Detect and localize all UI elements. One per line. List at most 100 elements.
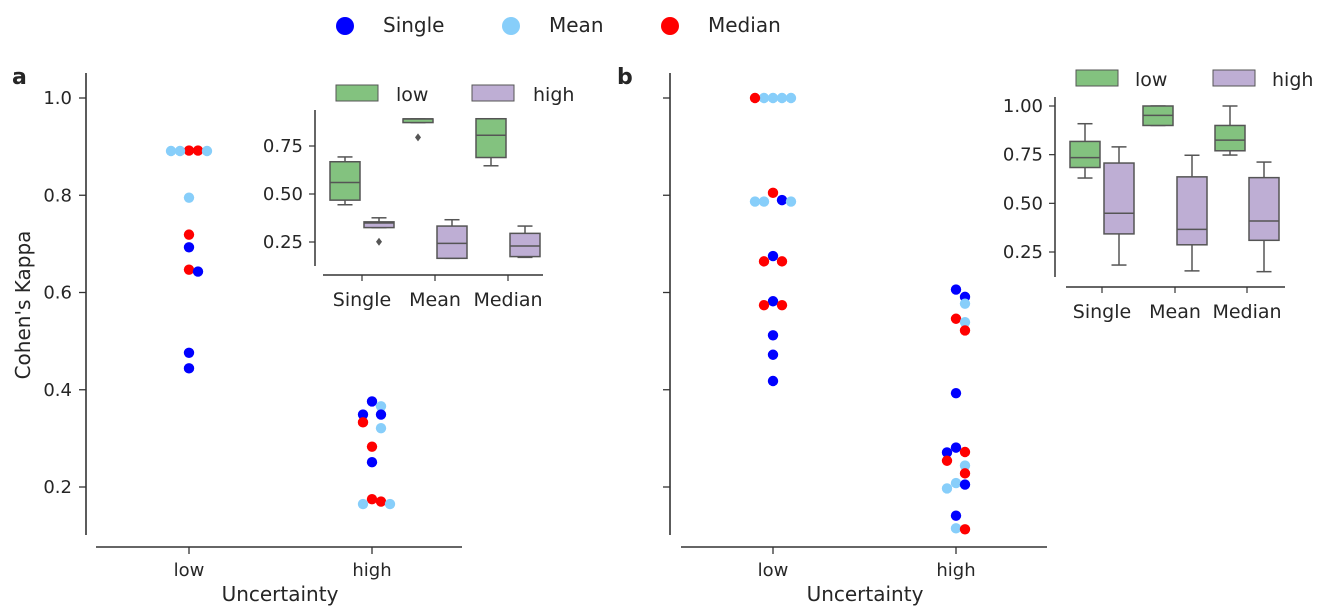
inset-box-high-mean (1176, 154, 1208, 272)
inset-ytick-label: 1.00 (1003, 96, 1043, 117)
point-median-low (192, 145, 204, 156)
point-mean-low (749, 196, 761, 207)
point-single-high (950, 510, 962, 521)
point-mean-high (950, 477, 962, 489)
ytick-label: 1.0 (43, 88, 72, 109)
point-median-low (183, 264, 195, 275)
point-median-high (959, 468, 971, 479)
box-body (1103, 162, 1135, 235)
point-mean-high (950, 523, 962, 534)
point-mean-low (785, 196, 797, 207)
box-flier (376, 237, 382, 246)
inset-a-xtick-median: Median (473, 289, 542, 311)
main-legend: Single Mean Median (336, 13, 781, 37)
box-body (475, 117, 507, 159)
point-single-low (767, 250, 779, 262)
inset-a-legend-low: low (396, 84, 428, 106)
panel-b-inset: low high 0.25 0.50 0.75 1.00 Single Mean Me… (1003, 69, 1314, 323)
legend-label-single: Single (383, 13, 444, 37)
point-single-low (767, 330, 779, 341)
box-flier (415, 133, 421, 142)
point-median-low (183, 145, 195, 156)
inset-a-legend-high-swatch (471, 84, 515, 102)
box-body (363, 221, 395, 229)
point-mean-low (758, 196, 770, 207)
inset-b-xtick-mean: Mean (1149, 301, 1201, 323)
inset-a-xtick-single: Single (333, 289, 391, 311)
point-mean-high (384, 498, 396, 510)
ytick-label: 0.2 (43, 477, 72, 498)
panel-a-letter: a (12, 65, 27, 90)
point-median-high (366, 493, 378, 505)
point-mean-high (357, 498, 369, 510)
point-mean-low (174, 145, 186, 157)
point-mean-low (201, 145, 213, 157)
point-mean-low (767, 92, 779, 104)
inset-a-xtick-mean: Mean (409, 289, 461, 311)
point-median-high (366, 441, 378, 452)
point-median-low (776, 256, 788, 267)
point-median-low (776, 299, 788, 311)
panel-a-ylabel: Cohen's Kappa (11, 231, 35, 380)
inset-box-high-mean (436, 218, 468, 260)
point-median-low (758, 256, 770, 267)
point-single-high (959, 479, 971, 490)
point-single-high (941, 447, 953, 458)
inset-b-xtick-median: Median (1212, 301, 1281, 323)
inset-ytick-label: 0.75 (263, 136, 303, 157)
inset-b-legend-high: high (1272, 69, 1313, 91)
point-single-high (366, 457, 378, 468)
point-mean-low (165, 145, 177, 157)
panel-a-xtick-low: low (174, 560, 205, 581)
legend-marker-median (661, 17, 679, 35)
ytick-label: 0.4 (43, 380, 72, 401)
point-median-high (941, 455, 953, 466)
inset-box-high-single (363, 217, 395, 246)
point-single-high (950, 442, 962, 453)
point-single-low (183, 242, 195, 253)
point-single-high (375, 409, 387, 420)
box-body (1176, 176, 1208, 246)
inset-box-high-median (509, 225, 541, 259)
legend-label-median: Median (708, 13, 781, 37)
point-median-high (959, 325, 971, 336)
box-body (1248, 176, 1280, 242)
box-body (509, 232, 541, 258)
point-median-high (375, 496, 387, 507)
inset-a-legend-low-swatch (335, 84, 379, 102)
point-median-high (950, 313, 962, 324)
point-single-high (366, 396, 378, 407)
point-mean-high (959, 298, 971, 309)
point-single-low (192, 266, 204, 277)
point-mean-low (776, 92, 788, 104)
point-single-low (183, 363, 195, 374)
point-single-low (767, 375, 779, 387)
inset-box-low-median (475, 117, 507, 167)
box-body (1069, 140, 1101, 169)
inset-ytick-label: 0.25 (1003, 242, 1043, 263)
box-body (1214, 124, 1246, 152)
inset-box-low-median (1214, 105, 1246, 156)
point-mean-high (375, 401, 387, 412)
point-mean-high (375, 422, 387, 434)
box-body (436, 225, 468, 260)
legend-marker-mean (502, 17, 520, 35)
inset-box-low-mean (1142, 105, 1174, 127)
inset-a-legend-high: high (533, 84, 574, 106)
inset-b-xtick-single: Single (1073, 301, 1131, 323)
point-median-high (959, 446, 971, 458)
legend-marker-single (336, 17, 354, 35)
panel-b-xtick-low: low (758, 560, 789, 581)
panel-a-axes: 0.2 0.4 0.6 0.8 1.0 low high Uncertainty Coh… (11, 73, 462, 606)
inset-b-legend-low-swatch (1075, 69, 1119, 87)
point-single-low (767, 296, 779, 307)
point-single-low (776, 194, 788, 206)
legend-label-mean: Mean (549, 13, 604, 37)
inset-b-legend-high-swatch (1212, 69, 1256, 87)
point-single-high (950, 387, 962, 399)
inset-ytick-label: 0.75 (1003, 145, 1043, 166)
panel-a-xtick-high: high (352, 560, 391, 581)
point-median-high (357, 417, 369, 428)
box-body (329, 160, 361, 201)
